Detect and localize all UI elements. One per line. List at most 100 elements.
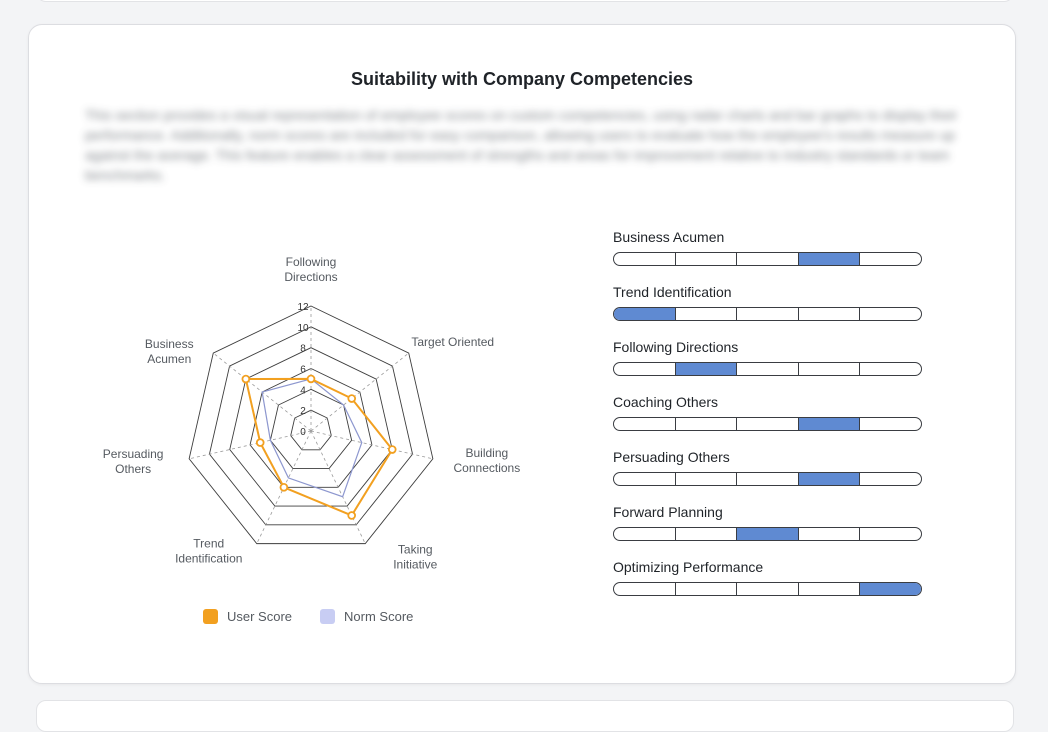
competency-bar-label: Following Directions <box>613 339 739 355</box>
competency-bar-segment <box>614 583 676 595</box>
competency-bar-segment <box>737 418 799 430</box>
competency-bar-segment <box>737 473 799 485</box>
radar-grid-ring <box>188 305 434 545</box>
section-title: Suitability with Company Competencies <box>350 69 694 89</box>
radar-grid-ring <box>208 326 414 526</box>
legend-label-norm-score: Norm Score <box>344 609 414 624</box>
radar-tick-label: 8 <box>300 344 306 355</box>
competency-bar-segment <box>860 418 921 430</box>
competency-bar-segment <box>799 583 861 595</box>
competency-bar-segment <box>860 473 921 485</box>
radar-grid-ring <box>269 388 353 469</box>
competency-bar-segment <box>860 528 921 540</box>
competency-bar-track <box>613 582 922 596</box>
radar-axis-label: Taking Initiative <box>393 543 437 572</box>
radar-axis-label-line: Directions <box>284 270 337 284</box>
norm-score-swatch <box>320 609 336 624</box>
competency-bar-segment-active <box>737 528 799 540</box>
user-score-point <box>387 445 397 454</box>
competency-bar-segment <box>737 308 799 320</box>
competency-bar-track <box>613 472 922 486</box>
user-score-point <box>241 374 251 384</box>
competency-bar-row: Following Directions <box>613 338 925 393</box>
competency-bar-segment <box>614 418 676 430</box>
competency-bar-segment <box>737 583 799 595</box>
radar-axis-label: Building Connections <box>454 446 521 475</box>
radar-axis-label-line: Business <box>145 337 194 351</box>
competency-bar-track <box>613 417 922 431</box>
radar-chart: 0 2 4 6 8 10 12 Following Directions Target Orien… <box>91 221 531 641</box>
competency-bar-row: Trend Identification <box>613 283 925 338</box>
competency-bar-segment <box>676 418 738 430</box>
radar-axis-label-line: Persuading <box>103 447 164 461</box>
competency-bar-segment <box>676 473 738 485</box>
user-score-point <box>255 438 265 447</box>
radar-axis-label-line: Building <box>466 446 509 460</box>
competency-bar-segment <box>614 363 676 375</box>
radar-grid-ring <box>229 347 393 507</box>
radar-grid-ring <box>249 368 373 488</box>
competency-bar-track <box>613 362 922 376</box>
competency-bar-track <box>613 527 922 541</box>
radar-axis-label: Target Oriented <box>411 335 494 349</box>
radar-spoke <box>310 430 366 544</box>
competency-bar-segment <box>799 528 861 540</box>
radar-axis-label-line: Identification <box>175 552 242 566</box>
user-score-point <box>279 483 289 492</box>
radar-axis-label: Business Acumen <box>145 337 194 366</box>
radar-axis-label-line: Following <box>286 255 337 269</box>
competency-bar-row: Persuading Others <box>613 448 925 503</box>
norm-score-line <box>261 378 363 498</box>
competency-bar-row: Coaching Others <box>613 393 925 448</box>
radar-spoke <box>310 352 409 432</box>
competencies-card: Suitability with Company Competencies Th… <box>28 24 1016 684</box>
radar-axis-label-line: Connections <box>454 461 521 475</box>
competency-bar-row: Business Acumen <box>613 228 925 283</box>
competency-bar-track <box>613 307 922 321</box>
radar-axis-label: Persuading Others <box>103 447 164 476</box>
radar-tick-label: 12 <box>297 302 309 313</box>
user-score-line <box>244 377 394 517</box>
competency-bars: Business Acumen Trend Identification Follo… <box>613 228 925 613</box>
competency-bar-label: Business Acumen <box>613 229 725 245</box>
radar-tick-label: 4 <box>300 385 306 396</box>
radar-chart-svg: 0 2 4 6 8 10 12 Following Directions Target Orien… <box>103 255 521 572</box>
radar-tick-label: 0 <box>300 427 306 438</box>
competency-bar-segment <box>676 583 738 595</box>
competency-bar-segment-active <box>798 253 861 265</box>
competency-bar-segment <box>737 363 799 375</box>
radar-spoke <box>189 430 312 460</box>
chart-legend: User Score Norm Score <box>203 609 413 624</box>
radar-grid-ring <box>290 409 332 451</box>
competency-bar-segment <box>614 253 676 265</box>
next-card <box>36 700 1014 732</box>
competency-bar-segment <box>676 528 738 540</box>
radar-tick-label: 2 <box>300 406 306 417</box>
competency-bar-segment <box>614 473 676 485</box>
section-description: This section provides a visual represent… <box>85 107 958 183</box>
competency-bar-segment <box>676 308 738 320</box>
competency-bar-segment <box>860 363 921 375</box>
legend-item-user-score[interactable]: User Score <box>203 609 292 624</box>
radar-axis-label: Trend Identification <box>175 537 242 566</box>
competency-bar-label: Persuading Others <box>613 449 730 465</box>
competency-bar-row: Forward Planning <box>613 503 925 558</box>
competency-bar-segment-active <box>675 363 738 375</box>
competency-bar-segment <box>676 253 738 265</box>
competency-bar-segment-active <box>798 473 861 485</box>
competency-bar-label: Forward Planning <box>613 504 723 520</box>
competency-bar-segment <box>860 253 921 265</box>
competency-bar-segment <box>737 253 799 265</box>
competency-bar-label: Optimizing Performance <box>613 559 764 575</box>
competency-bar-segment-active <box>798 418 861 430</box>
competency-bar-track <box>613 252 922 266</box>
competency-bar-label: Trend Identification <box>613 284 732 300</box>
radar-axis-label-line: Others <box>115 462 151 476</box>
legend-item-norm-score[interactable]: Norm Score <box>320 609 413 624</box>
competency-bar-segment <box>799 363 861 375</box>
user-score-swatch <box>203 609 218 624</box>
user-score-point <box>347 394 357 403</box>
competency-bar-segment <box>799 308 861 320</box>
radar-axis-label-line: Trend <box>193 537 224 551</box>
radar-axis-label-line: Initiative <box>393 558 437 572</box>
